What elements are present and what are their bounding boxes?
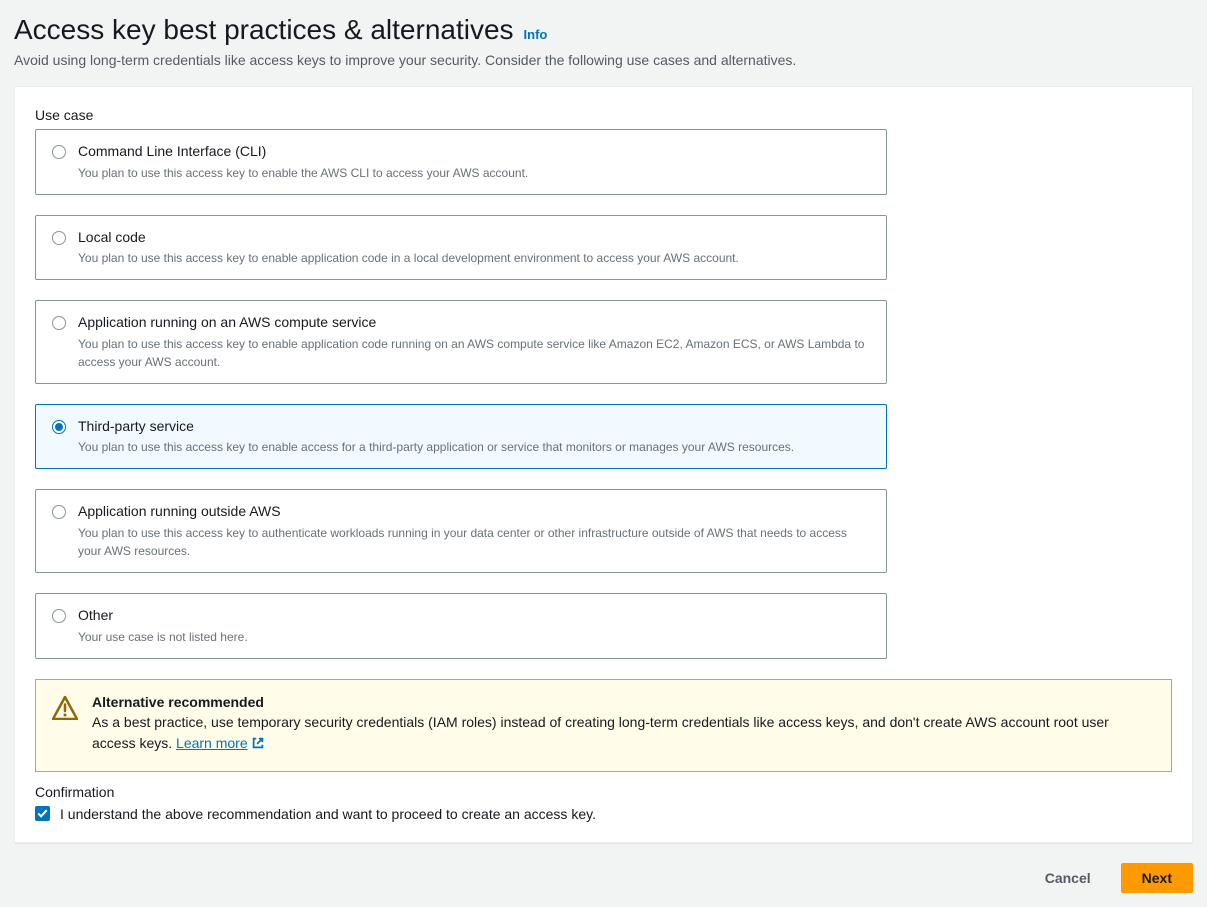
use-case-option-title: Third-party service	[78, 417, 870, 437]
confirmation-checkbox[interactable]	[35, 806, 50, 821]
learn-more-link[interactable]: Learn more	[176, 735, 265, 751]
use-case-option-description: You plan to use this access key to authe…	[78, 524, 870, 560]
use-case-radio-group: Command Line Interface (CLI) You plan to …	[35, 129, 1172, 659]
radio-icon	[52, 145, 66, 159]
use-case-option-title: Application running outside AWS	[78, 502, 870, 522]
use-case-option[interactable]: Local codeYou plan to use this access ke…	[35, 215, 887, 281]
learn-more-label: Learn more	[176, 735, 248, 751]
use-case-option-description: You plan to use this access key to enabl…	[78, 335, 870, 371]
info-link[interactable]: Info	[524, 27, 548, 42]
main-panel: Use case Command Line Interface (CLI) You…	[14, 86, 1193, 843]
radio-icon	[52, 316, 66, 330]
alert-title: Alternative recommended	[92, 694, 1155, 710]
use-case-option-title: Local code	[78, 228, 870, 248]
use-case-option[interactable]: Command Line Interface (CLI) You plan to …	[35, 129, 887, 195]
radio-icon	[52, 505, 66, 519]
external-link-icon	[251, 735, 265, 757]
use-case-option-description: You plan to use this access key to enabl…	[78, 164, 870, 182]
use-case-option-title: Other	[78, 606, 870, 626]
use-case-option-title: Application running on an AWS compute se…	[78, 313, 870, 333]
use-case-label: Use case	[35, 107, 1172, 123]
use-case-option[interactable]: Application running outside AWSYou plan …	[35, 489, 887, 573]
use-case-option[interactable]: Application running on an AWS compute se…	[35, 300, 887, 384]
next-button[interactable]: Next	[1121, 863, 1193, 893]
use-case-option-title: Command Line Interface (CLI)	[78, 142, 870, 162]
warning-icon	[52, 696, 78, 725]
confirmation-label: Confirmation	[35, 784, 1172, 800]
use-case-option-description: Your use case is not listed here.	[78, 628, 870, 646]
use-case-option[interactable]: Third-party serviceYou plan to use this …	[35, 404, 887, 470]
use-case-option-description: You plan to use this access key to enabl…	[78, 438, 870, 456]
page-title: Access key best practices & alternatives	[14, 14, 514, 46]
radio-icon	[52, 609, 66, 623]
alert-body: As a best practice, use temporary securi…	[92, 712, 1155, 757]
cancel-button[interactable]: Cancel	[1025, 863, 1111, 893]
radio-icon	[52, 420, 66, 434]
radio-icon	[52, 231, 66, 245]
page-subtitle: Avoid using long-term credentials like a…	[14, 52, 1193, 68]
use-case-option[interactable]: Other Your use case is not listed here.	[35, 593, 887, 659]
use-case-option-description: You plan to use this access key to enabl…	[78, 249, 870, 267]
confirmation-checkbox-label: I understand the above recommendation an…	[60, 806, 596, 822]
alternative-recommended-alert: Alternative recommended As a best practi…	[35, 679, 1172, 772]
